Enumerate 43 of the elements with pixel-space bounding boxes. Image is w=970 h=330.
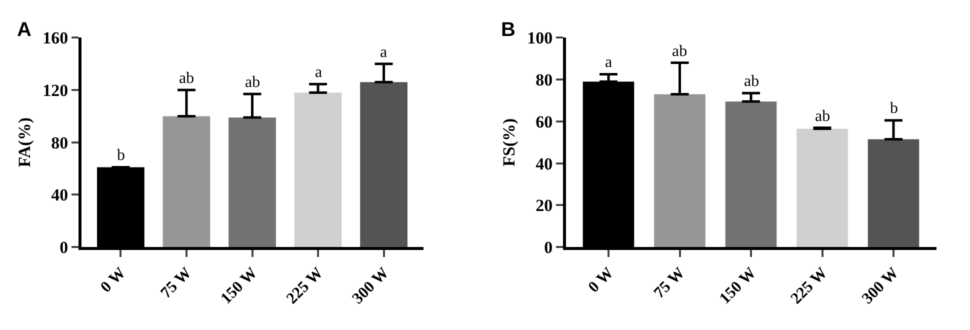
y-tick-label: 40: [51, 186, 68, 205]
x-tick-label: 75 W: [650, 264, 688, 302]
x-tick-label: 0 W: [585, 264, 617, 296]
bar: [228, 118, 276, 248]
y-tick-label: 0: [60, 238, 68, 258]
bar: [725, 102, 777, 248]
x-tick-label: 225 W: [284, 264, 327, 308]
annotation: a: [315, 64, 322, 81]
annotation: b: [117, 147, 125, 164]
x-tick-label: 75 W: [158, 264, 195, 302]
y-tick-label: 40: [536, 154, 553, 174]
chart-title: A: [17, 19, 32, 41]
y-tick-label: 80: [51, 133, 68, 152]
annotation: ab: [179, 70, 194, 87]
y-tick-label: 100: [527, 28, 553, 48]
y-tick-label: 0: [544, 238, 553, 258]
annotation: ab: [744, 73, 760, 90]
x-tick-label: 0 W: [98, 264, 130, 296]
y-axis-title: FA(%): [15, 118, 34, 168]
annotation: ab: [815, 108, 830, 125]
bar: [868, 139, 920, 248]
annotation: b: [890, 100, 898, 117]
x-tick-label: 225 W: [788, 264, 831, 308]
bar: [360, 82, 408, 248]
bar: [796, 128, 848, 248]
bar: [654, 94, 706, 248]
annotation: a: [380, 44, 388, 61]
bar: [294, 92, 342, 248]
x-tick-label: 150 W: [218, 264, 261, 308]
annotation: a: [605, 54, 612, 71]
annotation: ab: [672, 43, 688, 60]
chart-title: B: [501, 19, 516, 41]
y-tick-label: 160: [42, 28, 68, 48]
bar: [162, 116, 210, 248]
x-tick-label: 300 W: [859, 264, 902, 308]
y-axis-title: FS(%): [500, 118, 519, 166]
x-tick-label: 150 W: [716, 264, 760, 308]
y-tick-label: 80: [536, 70, 553, 90]
x-tick-label: 300 W: [349, 264, 392, 308]
y-tick-label: 20: [536, 196, 553, 216]
annotation: ab: [245, 74, 260, 91]
y-tick-label: 120: [42, 80, 68, 100]
y-tick-label: 60: [536, 112, 553, 132]
